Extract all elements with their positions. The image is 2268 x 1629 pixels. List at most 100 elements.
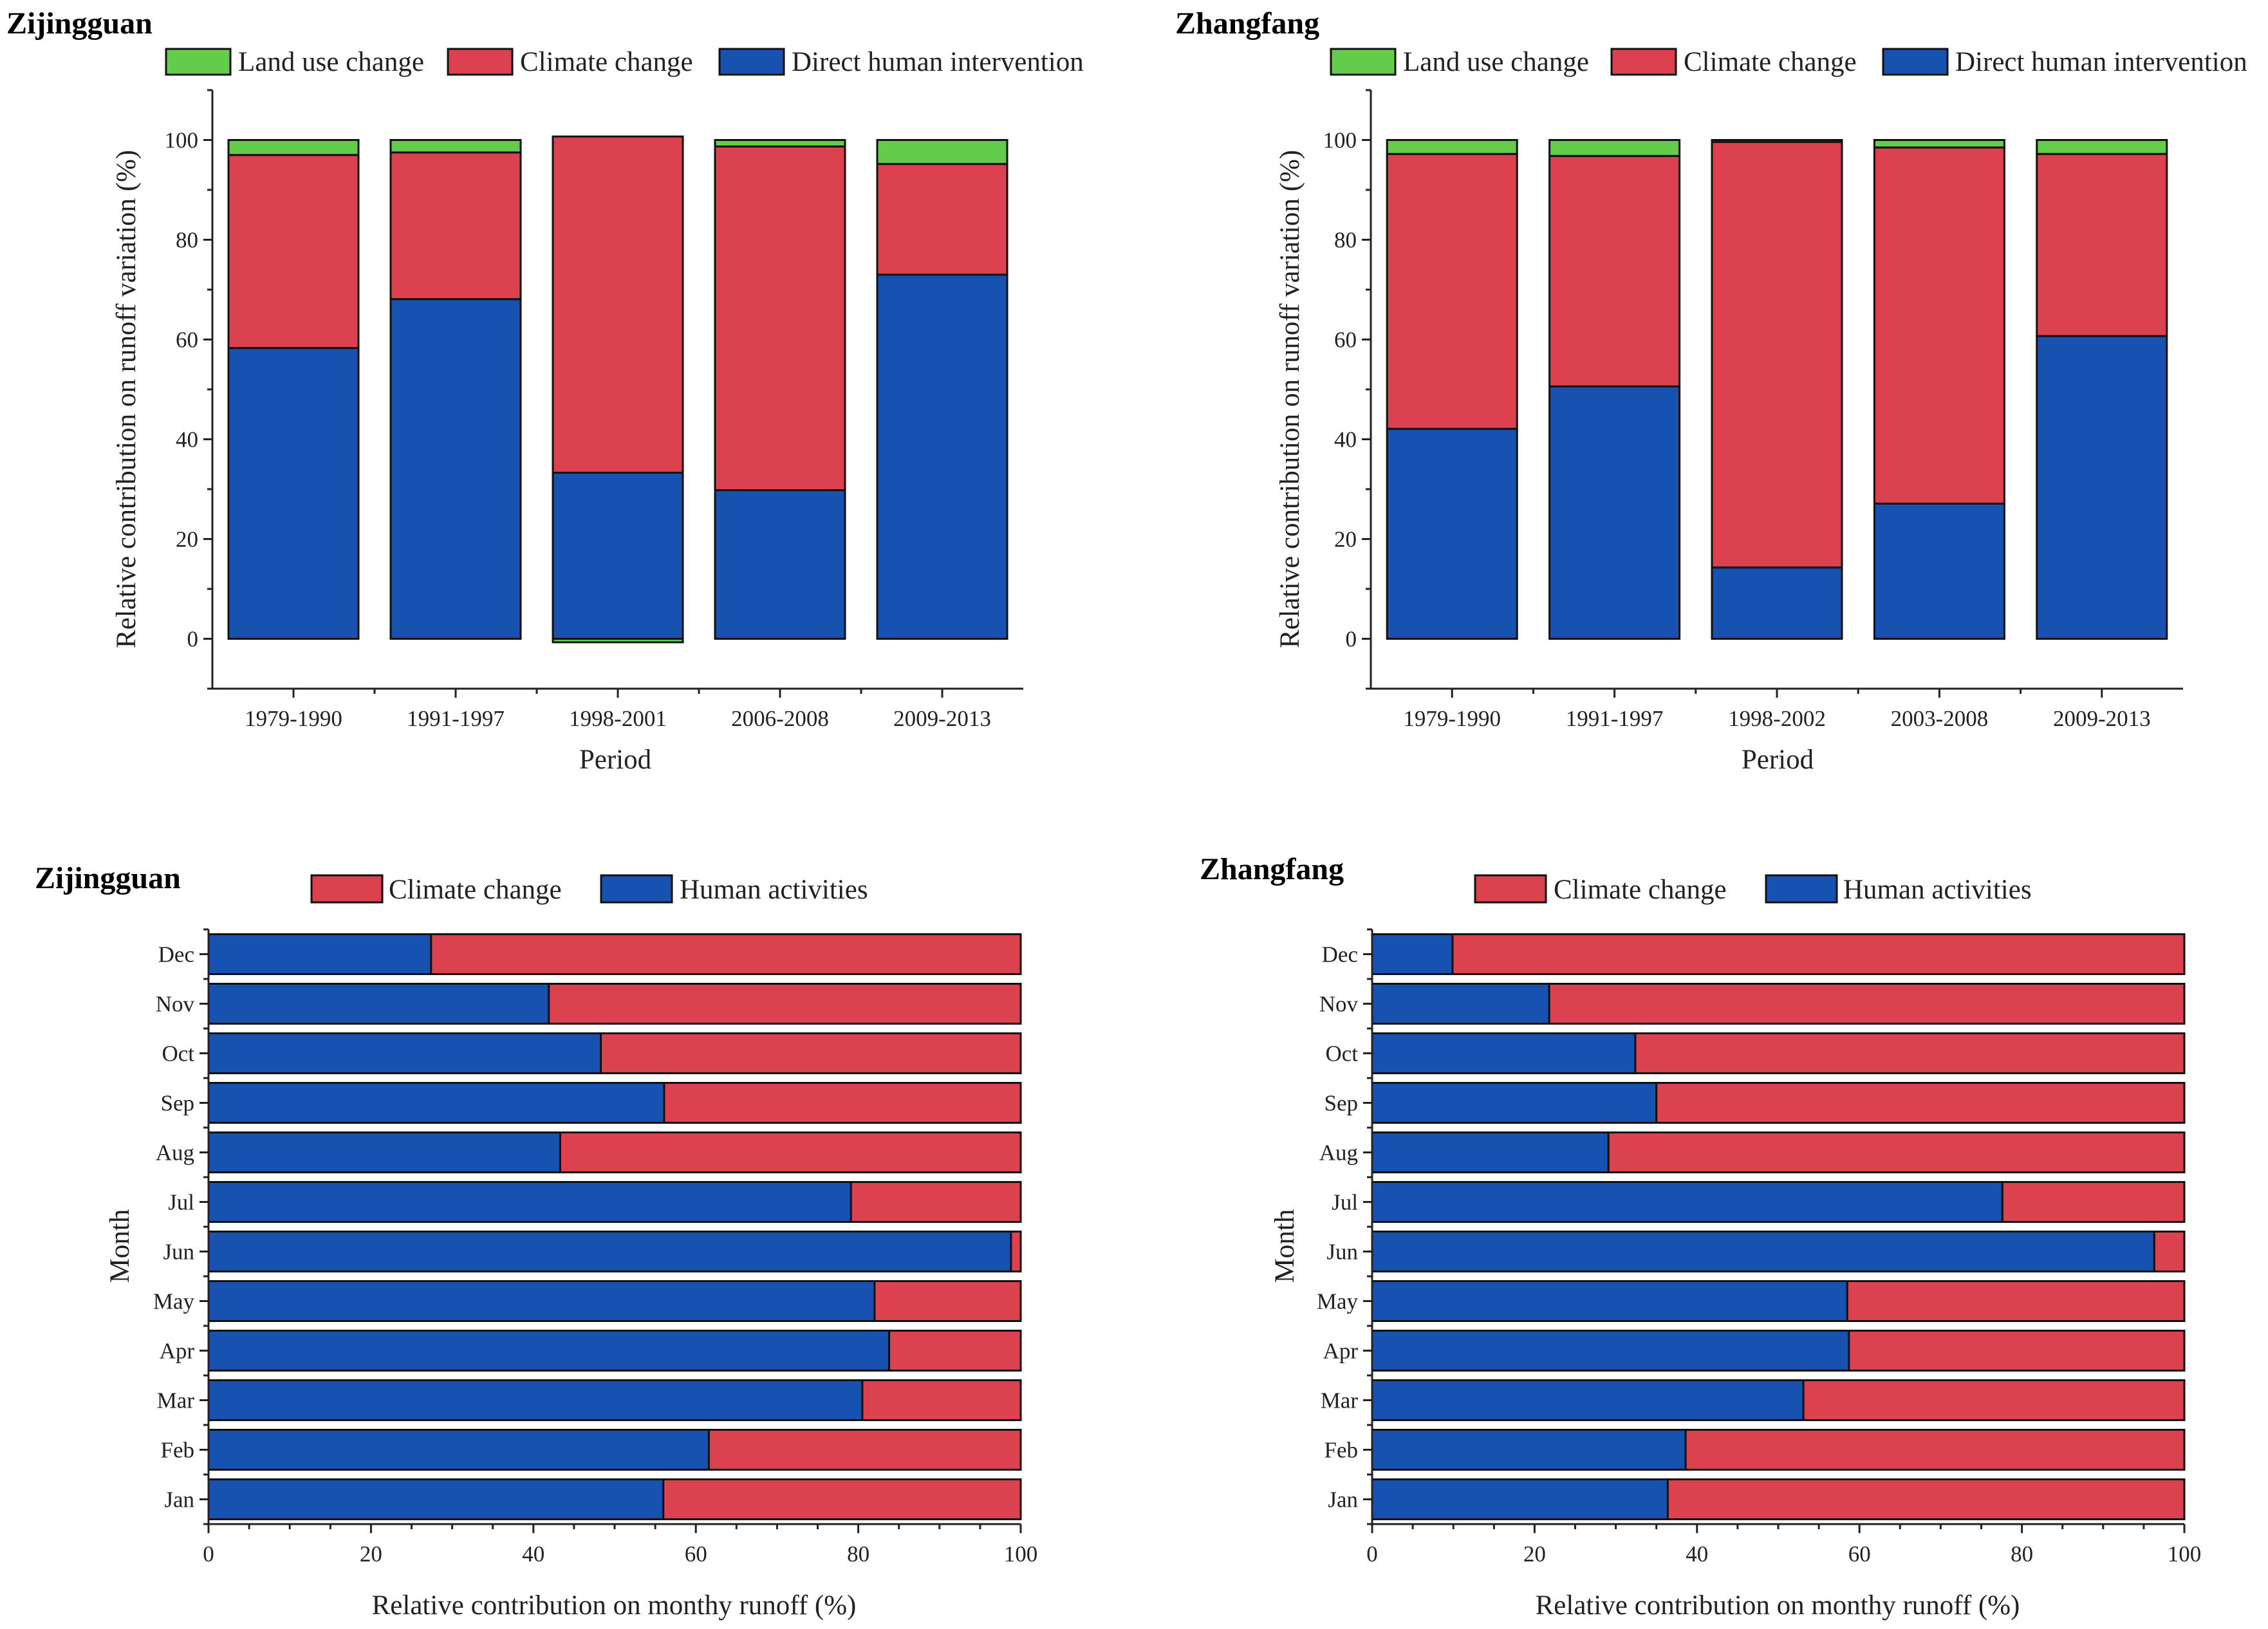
bar-direct-human-intervention-2006-2008 [714, 489, 846, 640]
y-tick-label: Oct [1325, 1041, 1358, 1066]
bar-climate-change-nov [1548, 983, 2186, 1025]
plot-area: Dec Nov Oct Sep Aug Jul Jun May Apr Mar Feb Jan 0 20… [1317, 928, 2201, 1567]
bar-climate-change-mar [861, 1379, 1022, 1421]
bar-human-activities-apr [207, 1330, 891, 1372]
bar-human-activities-jun [1371, 1231, 2155, 1272]
y-tick-label: Jun [163, 1240, 194, 1265]
y-tick-label: 60 [1334, 328, 1357, 353]
legend-swatch-climate [310, 874, 384, 904]
x-tick-label: 1998-2002 [1728, 706, 1826, 731]
bar-climate-change-mar [1802, 1379, 2186, 1421]
bar-land-use-change-1991-1997 [1548, 139, 1681, 157]
x-tick-label: 20 [360, 1541, 382, 1567]
panel-title: Zijingguan [6, 6, 153, 41]
bar-land-use-change-2009-2013 [876, 139, 1009, 165]
bar-climate-change-1991-1997 [389, 151, 522, 301]
x-tick-label: 60 [685, 1541, 707, 1567]
bars [207, 933, 1022, 1520]
x-tick-label: 2006-2008 [731, 706, 829, 731]
legend-swatch-human [718, 48, 785, 76]
bar-human-activities-may [1371, 1280, 1848, 1322]
legend-label-climate: Climate change [1684, 47, 1857, 77]
bar-human-activities-feb [207, 1429, 710, 1471]
bar-human-activities-jan [1371, 1478, 1669, 1520]
bar-direct-human-intervention-1991-1997 [1548, 385, 1681, 640]
y-tick-label: 40 [1334, 427, 1357, 452]
bar-land-use-change-1998-2002 [1711, 139, 1843, 144]
x-tick-label: 100 [1004, 1541, 1038, 1567]
y-tick-label: Jun [1326, 1240, 1358, 1265]
bar-human-activities-dec [207, 933, 432, 975]
bar-climate-change-1998-2001 [552, 135, 684, 474]
bar-climate-change-2009-2013 [876, 163, 1009, 276]
x-axis-label: Relative contribution on monthy runoff (… [1536, 1590, 2020, 1621]
x-axis-label: Relative contribution on monthy runoff (… [372, 1590, 857, 1621]
x-tick-label: 2003-2008 [1891, 706, 1989, 731]
bar-human-activities-aug [207, 1131, 561, 1173]
bar-human-activities-jul [207, 1181, 852, 1223]
bar-direct-human-intervention-1998-2001 [552, 471, 684, 640]
y-tick-label: Apr [160, 1339, 195, 1364]
legend-label-climate: Climate change [520, 47, 693, 77]
x-ticks: 0 20 40 60 80 100 [1366, 1524, 2201, 1567]
x-ticks: 1979-1990 1991-1997 1998-2001 2006-2008 2009… [245, 689, 991, 731]
y-tick-label: 0 [187, 627, 199, 652]
bar-climate-change-may [1846, 1280, 2186, 1322]
legend: Land use change Climate change Direct hu… [165, 47, 1084, 77]
bar-climate-change-dec [1451, 933, 2186, 975]
y-tick-label: Aug [156, 1140, 194, 1166]
legend-swatch-human [1882, 48, 1949, 76]
bar-human-activities-jan [207, 1478, 665, 1520]
bar-climate-change-jan [1666, 1478, 2186, 1520]
y-tick-label: 100 [165, 128, 199, 153]
bar-climate-change-aug [1607, 1131, 2186, 1173]
bar-direct-human-intervention-2003-2008 [1873, 502, 2005, 640]
x-tick-label: 2009-2013 [893, 706, 991, 731]
panel-zijingguan-month: Zijingguan Climate change Human activiti… [35, 861, 1037, 1621]
legend: Climate change Human activities [310, 874, 868, 905]
x-ticks: 0 20 40 60 80 100 [203, 1524, 1037, 1567]
y-tick-label: 20 [1334, 527, 1357, 552]
y-tick-label: Feb [161, 1438, 195, 1463]
panel-title: Zijingguan [35, 861, 181, 895]
bar-human-activities-oct [1371, 1032, 1637, 1074]
x-tick-label: 1991-1997 [1566, 706, 1664, 731]
bar-direct-human-intervention-1991-1997 [389, 298, 522, 640]
bar-climate-change-jun [2153, 1231, 2186, 1272]
x-tick-label: 60 [1848, 1541, 1871, 1567]
x-tick-label: 80 [847, 1541, 869, 1567]
panel-title: Zhangfang [1200, 852, 1344, 886]
y-axis-label: Relative contribution on runoff variatio… [1275, 150, 1305, 648]
bars [1371, 933, 2186, 1520]
bar-climate-change-1979-1990 [1386, 153, 1518, 430]
x-tick-label: 0 [203, 1541, 214, 1567]
y-tick-label: Jan [1328, 1487, 1358, 1513]
x-ticks: 1979-1990 1991-1997 1998-2002 2003-2008 2009… [1403, 689, 2151, 731]
bars [227, 135, 1009, 644]
x-tick-label: 100 [2168, 1541, 2202, 1567]
y-tick-label: Dec [158, 942, 194, 967]
bar-climate-change-feb [1684, 1429, 2186, 1471]
y-tick-label: 0 [1346, 627, 1357, 652]
x-tick-label: 40 [1686, 1541, 1708, 1567]
bar-climate-change-2009-2013 [2036, 153, 2168, 337]
bar-human-activities-apr [1371, 1330, 1850, 1372]
legend-label-human: Direct human intervention [1955, 47, 2247, 77]
y-tick-label: 100 [1323, 128, 1357, 153]
bar-human-activities-dec [1371, 933, 1454, 975]
bar-land-use-change-1991-1997 [389, 139, 522, 154]
y-tick-label: Jan [164, 1487, 194, 1513]
bar-climate-change-1979-1990 [227, 154, 360, 349]
bar-climate-change-dec [430, 933, 1022, 975]
y-tick-label: Nov [1319, 992, 1359, 1017]
bar-climate-change-jul [850, 1181, 1022, 1223]
legend-swatch-land-use [1330, 48, 1397, 76]
x-tick-label: 1979-1990 [245, 706, 342, 731]
y-tick-label: May [153, 1289, 195, 1314]
y-ticks: Dec Nov Oct Sep Aug Jul Jun May Apr Mar Feb Jan [1317, 928, 1372, 1525]
legend-label-land-use: Land use change [1403, 47, 1589, 77]
bar-climate-change-aug [559, 1131, 1022, 1173]
panel-zhangfang-month: Zhangfang Climate change Human activitie… [1200, 852, 2201, 1621]
bar-climate-change-may [873, 1280, 1022, 1322]
